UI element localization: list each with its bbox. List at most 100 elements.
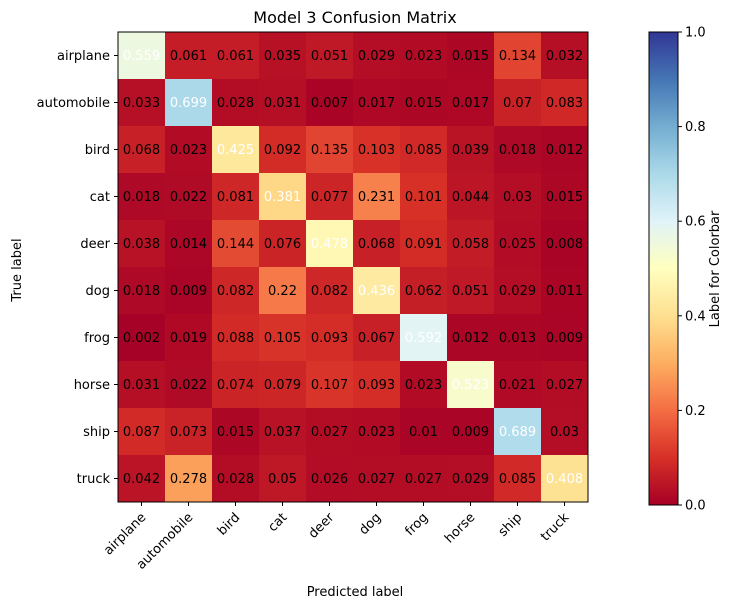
- x-tick-label: deer: [306, 510, 338, 542]
- cell-value-label: 0.028: [217, 96, 254, 111]
- cell-value-label: 0.03: [503, 190, 532, 205]
- heatmap-cell: [212, 220, 260, 268]
- heatmap-cell: [353, 314, 401, 362]
- heatmap-cell: [541, 267, 589, 315]
- cell-value-label: 0.021: [499, 378, 536, 393]
- cell-value-label: 0.038: [123, 237, 160, 252]
- colorbar-tick-label: 0.6: [685, 215, 706, 230]
- x-tick-label: truck: [538, 510, 573, 545]
- cell-value-label: 0.068: [358, 237, 395, 252]
- heatmap-cell: [400, 267, 448, 315]
- heatmap-cell: [259, 32, 307, 80]
- cell-value-label: 0.029: [358, 49, 395, 64]
- heatmap-cell: [118, 314, 166, 362]
- heatmap-cell: [400, 361, 448, 409]
- heatmap-cells: [118, 32, 589, 503]
- heatmap-cell: [306, 267, 354, 315]
- cell-value-label: 0.081: [217, 190, 254, 205]
- cell-value-label: 0.012: [546, 143, 583, 158]
- cell-value-label: 0.023: [405, 378, 442, 393]
- heatmap-cell: [118, 455, 166, 503]
- cell-value-label: 0.017: [452, 96, 489, 111]
- x-tick-label: ship: [496, 510, 526, 540]
- cell-value-label: 0.007: [311, 96, 348, 111]
- heatmap-cell: [447, 220, 495, 268]
- heatmap-cell: [400, 173, 448, 221]
- cell-value-label: 0.107: [311, 378, 348, 393]
- cell-value-label: 0.077: [311, 190, 348, 205]
- heatmap-cell: [541, 220, 589, 268]
- heatmap-cell: [306, 32, 354, 80]
- cell-value-label: 0.103: [358, 143, 395, 158]
- cell-value-label: 0.032: [546, 49, 583, 64]
- cell-value-label: 0.01: [409, 425, 438, 440]
- cell-value-label: 0.101: [405, 190, 442, 205]
- heatmap-cell: [353, 220, 401, 268]
- heatmap-cell: [447, 126, 495, 174]
- heatmap-cell: [165, 79, 213, 127]
- heatmap-cell: [118, 220, 166, 268]
- heatmap-cell: [306, 455, 354, 503]
- cell-value-label: 0.085: [405, 143, 442, 158]
- cell-value-label: 0.031: [264, 96, 301, 111]
- heatmap-cell: [541, 173, 589, 221]
- cell-value-label: 0.035: [264, 49, 301, 64]
- colorbar-ticks: 0.0 0.2 0.4 0.6 0.8 1.0: [678, 26, 706, 514]
- heatmap-cell: [494, 408, 542, 456]
- cell-value-label: 0.105: [264, 331, 301, 346]
- cell-value-label: 0.015: [217, 425, 254, 440]
- cell-value-label: 0.088: [217, 331, 254, 346]
- cell-value-label: 0.074: [217, 378, 254, 393]
- heatmap-cell: [306, 314, 354, 362]
- cell-value-label: 0.093: [358, 378, 395, 393]
- heatmap-cell: [259, 455, 307, 503]
- cell-value-label: 0.042: [123, 472, 160, 487]
- cell-value-label: 0.029: [499, 284, 536, 299]
- cell-value-label: 0.408: [546, 472, 583, 487]
- heatmap-cell: [306, 126, 354, 174]
- y-tick-label: airplane: [57, 49, 110, 64]
- cell-value-label: 0.091: [405, 237, 442, 252]
- cell-value-labels: 0.559 0.061 0.061 0.035 0.051 0.029 0.023 0.015…: [123, 49, 583, 487]
- heatmap-cell: [494, 314, 542, 362]
- heatmap-cell: [118, 361, 166, 409]
- cell-value-label: 0.061: [170, 49, 207, 64]
- cell-value-label: 0.009: [546, 331, 583, 346]
- heatmap-cell: [541, 455, 589, 503]
- cell-value-label: 0.083: [546, 96, 583, 111]
- heatmap-cell: [118, 173, 166, 221]
- heatmap-cell: [212, 455, 260, 503]
- cell-value-label: 0.134: [499, 49, 536, 64]
- x-tick-label: airplane: [101, 510, 149, 558]
- cell-value-label: 0.026: [311, 472, 348, 487]
- heatmap-cell: [259, 408, 307, 456]
- colorbar: 0.0 0.2 0.4 0.6 0.8 1.0 Label for Colorbar: [648, 26, 723, 514]
- cell-value-label: 0.051: [311, 49, 348, 64]
- colorbar-tick-label: 0.8: [685, 120, 706, 135]
- x-tick-label: horse: [442, 510, 478, 546]
- cell-value-label: 0.002: [123, 331, 160, 346]
- cell-value-label: 0.559: [123, 49, 160, 64]
- cell-value-label: 0.017: [358, 96, 395, 111]
- cell-value-label: 0.699: [170, 96, 207, 111]
- heatmap-cell: [165, 361, 213, 409]
- y-tick-label: truck: [77, 472, 111, 487]
- cell-value-label: 0.135: [311, 143, 348, 158]
- cell-value-label: 0.012: [452, 331, 489, 346]
- chart-title: Model 3 Confusion Matrix: [253, 8, 456, 27]
- heatmap-cell: [259, 173, 307, 221]
- cell-value-label: 0.039: [452, 143, 489, 158]
- y-tick-label: automobile: [37, 96, 110, 111]
- heatmap-cell: [494, 220, 542, 268]
- cell-value-label: 0.027: [405, 472, 442, 487]
- y-axis-ticks: airplane automobile bird cat deer dog frog hors…: [37, 49, 118, 487]
- cell-value-label: 0.029: [452, 472, 489, 487]
- cell-value-label: 0.478: [311, 237, 348, 252]
- cell-value-label: 0.058: [452, 237, 489, 252]
- cell-value-label: 0.689: [499, 425, 536, 440]
- heatmap-cell: [541, 408, 589, 456]
- heatmap-cell: [400, 220, 448, 268]
- cell-value-label: 0.025: [499, 237, 536, 252]
- heatmap-cell: [353, 126, 401, 174]
